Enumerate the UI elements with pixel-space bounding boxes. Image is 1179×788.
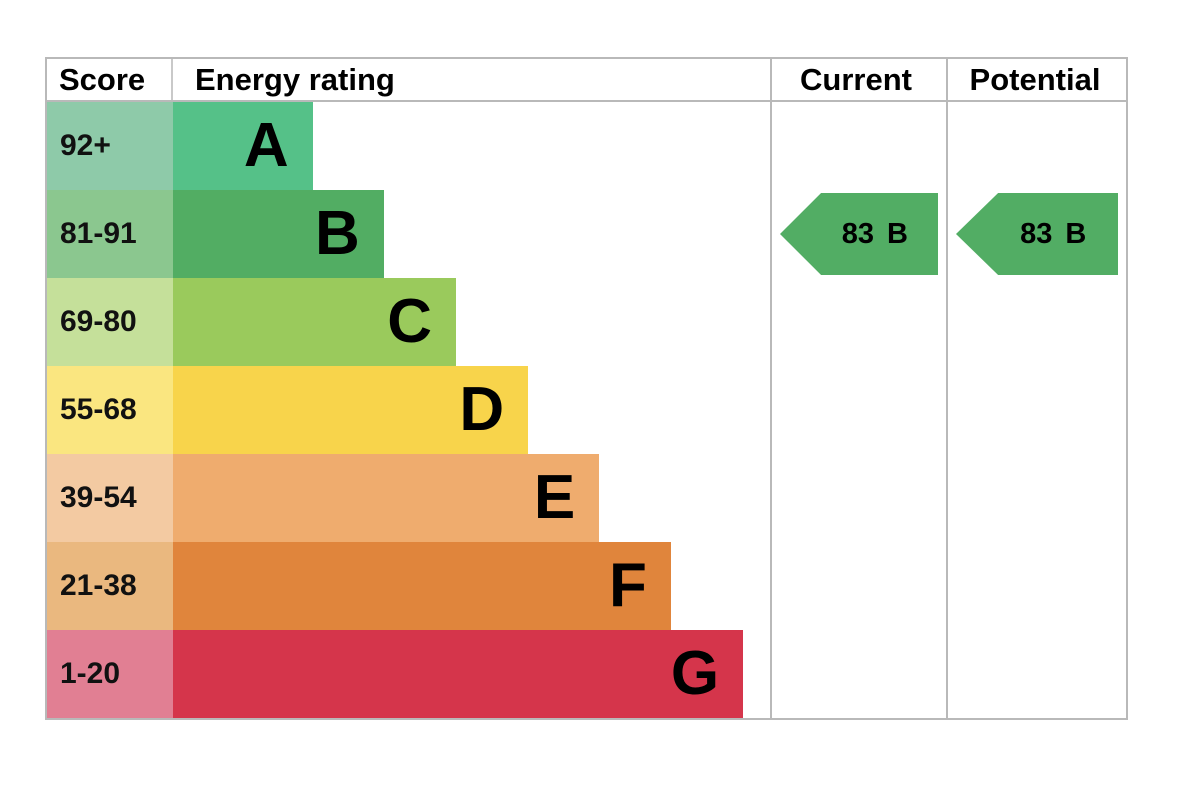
potential-column: 83 B [946,102,1126,718]
rating-letter: D [459,375,505,444]
rating-bar: A [173,102,313,190]
rating-letter: F [609,551,647,620]
current-score-value: 83 [841,217,874,250]
rating-bar: F [173,542,671,630]
score-range-cell: 92+ [47,102,173,190]
score-range-cell: 21-38 [47,542,173,630]
score-range-cell: 55-68 [47,366,173,454]
rating-bar: D [173,366,529,454]
rating-bar: E [173,454,600,542]
score-range-cell: 81-91 [47,190,173,278]
epc-rating-table: Score Energy rating Current Potential 92… [45,57,1128,720]
rating-bands: 92+ A 81-91 B 69-80 C 55-68 D 39-54 E 21-38 F 1-20 G [47,102,770,718]
current-column: 83 B [770,102,946,718]
column-divider [946,59,948,718]
rating-band-row: 1-20 G [47,630,770,718]
rating-band-row: 92+ A [47,102,770,190]
rating-band-row: 55-68 D [47,366,770,454]
score-range-cell: 69-80 [47,278,173,366]
rating-letter: C [387,287,432,356]
table-body: 92+ A 81-91 B 69-80 C 55-68 D 39-54 E 21-38 F 1-20 G … [47,102,1126,718]
rating-letter: E [533,463,576,532]
potential-rating-letter: B [1065,217,1087,250]
rating-letter: B [314,199,360,268]
rating-band-row: 69-80 C [47,278,770,366]
table-header: Score Energy rating Current Potential [47,59,1126,102]
score-header: Score [47,59,173,100]
current-rating-letter: B [886,217,908,250]
potential-rating-arrow: 83 B [956,193,1118,275]
energy-rating-header: Energy rating [195,61,395,97]
rating-bar: C [173,278,456,366]
rating-bar: G [173,630,744,718]
rating-letter: A [243,111,289,180]
score-range-cell: 1-20 [47,630,173,718]
current-rating-arrow: 83 B [780,193,938,275]
rating-band-row: 21-38 F [47,542,770,630]
current-header: Current [800,61,912,97]
rating-band-row: 81-91 B [47,190,770,278]
column-divider [770,59,772,718]
score-range-cell: 39-54 [47,454,173,542]
rating-bar: B [173,190,384,278]
rating-band-row: 39-54 E [47,454,770,542]
rating-letter: G [670,639,720,708]
potential-score-value: 83 [1020,217,1053,250]
potential-header: Potential [969,61,1101,97]
